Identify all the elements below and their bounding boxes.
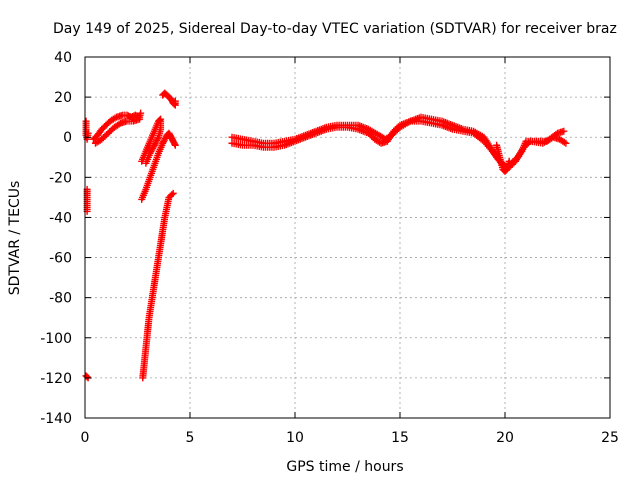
data-point xyxy=(137,109,145,117)
data-point xyxy=(560,127,568,135)
axis-ticks: 0 5 10 15 20 25 -140 -120 -100 -80 -60 -40 -20 0 20 40 xyxy=(40,50,619,446)
y-tick-label: -140 xyxy=(40,411,72,427)
y-tick-label: -20 xyxy=(49,170,72,186)
y-tick-label: -60 xyxy=(49,251,72,267)
y-tick-label: 0 xyxy=(63,130,72,146)
data-point xyxy=(168,191,176,199)
data-point xyxy=(147,148,155,156)
data-point xyxy=(84,129,92,137)
y-tick-label: -80 xyxy=(49,291,72,307)
y-tick-label: -40 xyxy=(49,210,72,226)
data-point xyxy=(171,141,179,149)
x-tick-label: 0 xyxy=(81,430,90,446)
x-tick-label: 15 xyxy=(391,430,409,446)
data-point xyxy=(111,114,119,122)
data-point xyxy=(562,139,570,147)
x-tick-label: 25 xyxy=(601,430,619,446)
x-tick-label: 20 xyxy=(496,430,514,446)
y-tick-label: -100 xyxy=(40,331,72,347)
y-tick-label: 20 xyxy=(54,90,72,106)
x-tick-label: 10 xyxy=(286,430,304,446)
chart-title: Day 149 of 2025, Sidereal Day-to-day VTE… xyxy=(53,21,617,37)
data-series xyxy=(82,89,570,382)
y-tick-label: 40 xyxy=(54,50,72,66)
data-point xyxy=(171,97,179,105)
x-axis-title: GPS time / hours xyxy=(286,459,403,475)
data-point xyxy=(560,138,568,146)
data-point xyxy=(115,120,123,128)
data-point xyxy=(169,189,177,197)
plot-frame xyxy=(84,56,611,419)
data-point xyxy=(136,115,144,123)
y-axis-title: SDTVAR / TECUs xyxy=(7,181,23,296)
y-tick-label: -120 xyxy=(40,371,72,387)
series-sdtvar xyxy=(82,89,570,382)
data-point xyxy=(505,157,513,165)
grid xyxy=(85,57,610,418)
data-point xyxy=(142,159,150,167)
x-tick-label: 5 xyxy=(186,430,195,446)
data-point xyxy=(525,139,533,147)
